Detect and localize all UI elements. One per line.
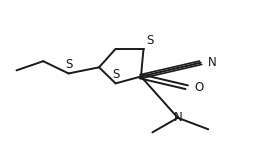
Text: N: N: [208, 56, 216, 69]
Text: N: N: [173, 111, 182, 124]
Text: S: S: [146, 34, 154, 47]
Text: O: O: [194, 81, 203, 94]
Text: S: S: [65, 58, 72, 71]
Text: S: S: [112, 69, 119, 81]
